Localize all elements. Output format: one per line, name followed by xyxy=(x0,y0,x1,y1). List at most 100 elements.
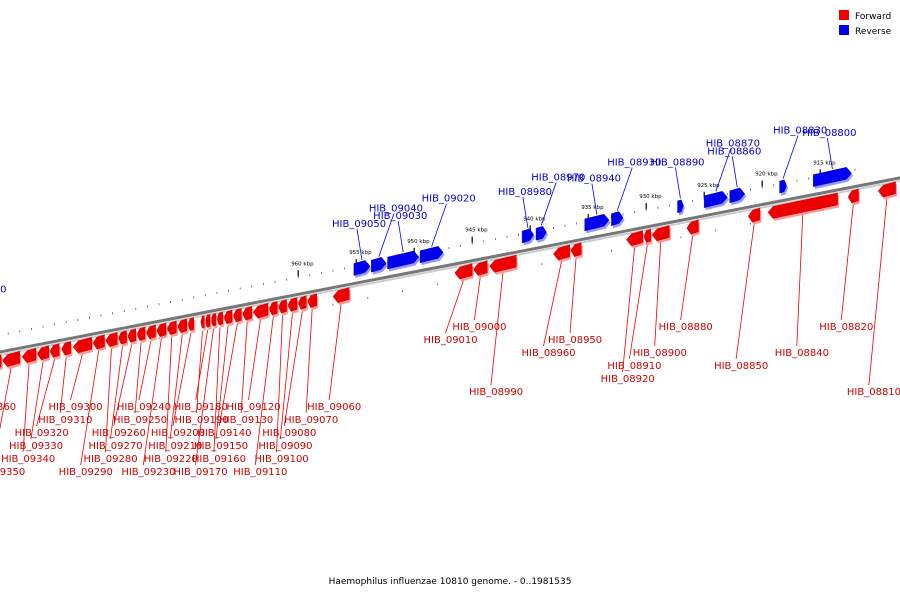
gene-arrow[interactable] xyxy=(200,315,206,331)
gene-arrow[interactable] xyxy=(651,225,671,244)
gene-arrow[interactable] xyxy=(72,337,94,356)
gene-arrow[interactable] xyxy=(36,345,51,363)
gene-label[interactable]: HIB_08810 xyxy=(847,387,900,398)
gene-label[interactable]: HIB_09100 xyxy=(255,454,309,465)
gene-arrow[interactable] xyxy=(0,354,3,372)
gene-label[interactable]: HIB_09310 xyxy=(38,415,92,426)
gene-label[interactable]: HIB_09110 xyxy=(233,467,287,478)
gene-arrow[interactable] xyxy=(611,211,625,229)
gene-label[interactable]: HIB_09070 xyxy=(284,415,338,426)
gene-arrow[interactable] xyxy=(233,308,243,325)
gene-arrow[interactable] xyxy=(353,260,372,279)
gene-label[interactable]: HIB_09320 xyxy=(15,428,69,439)
gene-arrow[interactable] xyxy=(553,244,572,263)
gene-label[interactable]: HIB_08850 xyxy=(714,361,768,372)
gene-arrow[interactable] xyxy=(118,330,129,347)
gene-label[interactable]: HIB_09230 xyxy=(121,467,175,478)
gene-label[interactable]: HIB_09280 xyxy=(83,454,137,465)
gene-arrow[interactable] xyxy=(454,263,474,282)
gene-arrow[interactable] xyxy=(767,192,840,221)
gene-label[interactable]: HIB_09300 xyxy=(48,402,102,413)
gene-label[interactable]: HIB_08970 xyxy=(531,172,585,183)
gene-arrow[interactable] xyxy=(729,187,747,206)
gene-label[interactable]: HIB_09240 xyxy=(117,402,171,413)
gene-label[interactable]: HIB_09190 xyxy=(175,415,229,426)
gene-arrow[interactable] xyxy=(187,317,196,334)
gene-label[interactable]: HIB_09220 xyxy=(144,454,198,465)
gene-label[interactable]: HIB_09370 xyxy=(0,284,7,295)
gene-arrow[interactable] xyxy=(686,219,700,237)
gene-arrow[interactable] xyxy=(570,242,583,260)
gene-label[interactable]: HIB_09000 xyxy=(452,322,506,333)
gene-label[interactable]: HIB_08990 xyxy=(469,387,523,398)
gene-arrow[interactable] xyxy=(205,314,212,330)
gene-label[interactable]: HIB_08920 xyxy=(601,374,655,385)
gene-label[interactable]: HIB_09200 xyxy=(151,428,205,439)
gene-arrow[interactable] xyxy=(847,188,860,206)
gene-label[interactable]: HIB_09150 xyxy=(194,441,248,452)
gene-label[interactable]: HIB_09250 xyxy=(113,415,167,426)
gene-arrow[interactable] xyxy=(489,254,518,275)
gene-arrow[interactable] xyxy=(61,341,73,358)
gene-label[interactable]: HIB_08860 xyxy=(707,146,761,157)
gene-label[interactable]: HIB_08900 xyxy=(633,348,687,359)
gene-arrow[interactable] xyxy=(49,343,61,360)
gene-label[interactable]: HIB_09340 xyxy=(1,454,55,465)
gene-label[interactable]: HIB_09140 xyxy=(197,428,251,439)
gene-arrow[interactable] xyxy=(166,320,178,338)
gene-arrow[interactable] xyxy=(287,297,299,314)
gene-arrow[interactable] xyxy=(779,179,789,196)
gene-label[interactable]: HIB_09060 xyxy=(307,402,361,413)
gene-label[interactable]: HIB_09270 xyxy=(88,441,142,452)
gene-label[interactable]: HIB_08930 xyxy=(607,158,661,169)
gene-arrow[interactable] xyxy=(156,322,168,340)
gene-arrow[interactable] xyxy=(584,213,611,234)
gene-arrow[interactable] xyxy=(704,191,729,211)
gene-arrow[interactable] xyxy=(223,309,234,327)
gene-arrow[interactable] xyxy=(307,293,319,311)
gene-label[interactable]: HIB_08820 xyxy=(819,322,873,333)
gene-arrow[interactable] xyxy=(252,302,270,321)
gene-arrow[interactable] xyxy=(748,207,762,225)
gene-arrow[interactable] xyxy=(146,324,158,342)
gene-arrow[interactable] xyxy=(371,257,388,275)
gene-arrow[interactable] xyxy=(813,167,854,190)
gene-arrow[interactable] xyxy=(105,332,119,350)
gene-label[interactable]: HIB_09030 xyxy=(373,211,427,222)
gene-label[interactable]: HIB_08800 xyxy=(802,128,856,139)
gene-arrow[interactable] xyxy=(127,328,138,345)
gene-label[interactable]: HIB_08830 xyxy=(773,126,827,137)
gene-arrow[interactable] xyxy=(643,228,653,245)
gene-label[interactable]: HIB_09040 xyxy=(369,204,423,215)
gene-label[interactable]: HIB_09160 xyxy=(192,454,246,465)
gene-arrow[interactable] xyxy=(242,306,254,323)
gene-arrow[interactable] xyxy=(473,260,489,278)
gene-arrow[interactable] xyxy=(877,181,898,200)
gene-label[interactable]: HIB_09050 xyxy=(332,219,386,230)
gene-label[interactable]: HIB_09330 xyxy=(9,441,63,452)
gene-label[interactable]: HIB_08910 xyxy=(607,361,661,372)
gene-arrow[interactable] xyxy=(535,226,548,243)
gene-label[interactable]: HIB_08840 xyxy=(775,348,829,359)
gene-label[interactable]: HIB_09290 xyxy=(59,467,113,478)
gene-arrow[interactable] xyxy=(136,326,147,344)
gene-arrow[interactable] xyxy=(387,250,421,272)
gene-label[interactable]: HIB_08960 xyxy=(522,348,576,359)
gene-label[interactable]: HIB_09360 xyxy=(0,402,16,413)
gene-label[interactable]: HIB_09120 xyxy=(227,402,281,413)
gene-arrow[interactable] xyxy=(92,334,106,352)
gene-label[interactable]: HIB_08940 xyxy=(567,174,621,185)
gene-label[interactable]: HIB_09090 xyxy=(258,441,312,452)
gene-label[interactable]: HIB_09080 xyxy=(262,428,316,439)
gene-label[interactable]: HIB_09020 xyxy=(422,194,476,205)
gene-label[interactable]: HIB_08980 xyxy=(498,187,552,198)
gene-arrow[interactable] xyxy=(419,246,445,266)
gene-arrow[interactable] xyxy=(210,312,218,329)
gene-arrow[interactable] xyxy=(626,230,645,249)
gene-arrow[interactable] xyxy=(21,347,38,366)
gene-label[interactable]: HIB_09180 xyxy=(174,402,228,413)
gene-label[interactable]: HIB_08870 xyxy=(706,139,760,150)
gene-label[interactable]: HIB_09010 xyxy=(424,335,478,346)
gene-label[interactable]: HIB_08890 xyxy=(650,157,704,168)
gene-arrow[interactable] xyxy=(2,350,22,370)
